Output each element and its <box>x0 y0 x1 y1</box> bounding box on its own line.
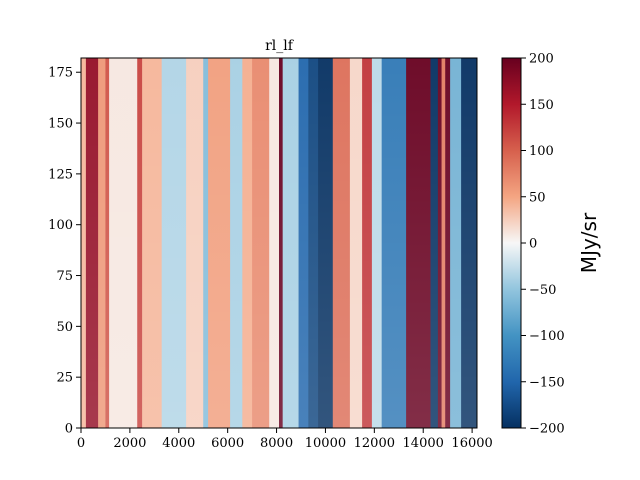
y-tick-label: 175 <box>48 66 73 81</box>
colorbar-label: MJy/sr <box>577 212 601 273</box>
colorbar-axis: −200 −150 −100 −50 0 50 100 150 200 <box>521 52 565 437</box>
colorbar-tick-label: 150 <box>529 98 554 113</box>
x-tick-label: 2000 <box>113 436 146 451</box>
x-tick-label: 0 <box>77 436 85 451</box>
x-tick-label: 12000 <box>354 436 395 451</box>
colorbar-tick-label: 200 <box>529 52 554 67</box>
colorbar-tick-label: 100 <box>529 144 554 159</box>
colorbar-tick-label: −100 <box>529 329 565 344</box>
colorbar-tick-label: 50 <box>529 190 546 205</box>
x-axis: 0 2000 4000 6000 8000 10000 12000 14000 16000 <box>77 428 493 451</box>
x-tick-label: 10000 <box>305 436 346 451</box>
colorbar-tick-label: −50 <box>529 283 556 298</box>
y-tick-label: 50 <box>56 320 73 335</box>
x-tick-label: 4000 <box>162 436 195 451</box>
y-tick-label: 75 <box>56 269 73 284</box>
y-axis: 0 25 50 75 100 125 150 175 <box>48 66 81 437</box>
y-tick-label: 100 <box>48 218 73 233</box>
colorbar-tick-label: 0 <box>529 237 537 252</box>
colorbar-tick-label: −200 <box>529 422 565 437</box>
heatmap-shading <box>81 58 477 428</box>
plot-frame <box>80 57 478 429</box>
x-tick-label: 6000 <box>211 436 244 451</box>
x-tick-label: 14000 <box>403 436 444 451</box>
x-tick-label: 8000 <box>260 436 293 451</box>
y-tick-label: 150 <box>48 117 73 132</box>
colorbar <box>501 57 522 429</box>
x-tick-label: 16000 <box>451 436 492 451</box>
y-tick-label: 0 <box>65 422 73 437</box>
y-tick-label: 25 <box>56 371 73 386</box>
colorbar-tick-label: −150 <box>529 375 565 390</box>
y-tick-label: 125 <box>48 167 73 182</box>
chart-title: rl_lf <box>265 38 295 54</box>
